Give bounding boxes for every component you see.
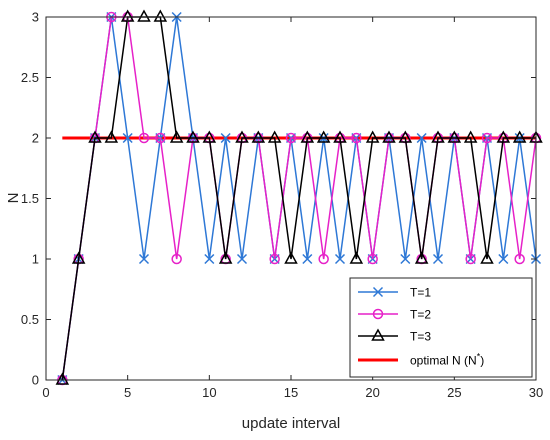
series-1-point	[204, 253, 215, 265]
x-tick-label: 20	[365, 385, 379, 400]
axes-layer: 0 5 10 15 20 25 30 0 0.5 1 1.5 2 2.5 3	[21, 10, 543, 401]
y-tick-label: 1.5	[21, 191, 39, 206]
series-3-point	[235, 130, 249, 143]
series-3-point	[431, 130, 445, 143]
legend-marker	[371, 328, 385, 341]
series-2-point	[138, 132, 150, 144]
series-2-point	[514, 253, 525, 265]
series-2-point	[351, 132, 362, 144]
series-2-point	[367, 253, 378, 265]
series-3-point	[463, 130, 478, 143]
series-2-point	[465, 253, 476, 265]
series-1-point	[122, 132, 133, 144]
y-axis-label: N	[5, 193, 22, 204]
legend-label: optimal N (N*)	[410, 352, 484, 368]
x-axis-label: update interval	[242, 415, 340, 432]
series-3-point	[169, 130, 184, 143]
series-3-point	[333, 130, 347, 143]
series-2-point	[285, 132, 297, 144]
series-3-point	[365, 130, 380, 143]
series-3-point	[349, 251, 364, 264]
legend-item-optimal: optimal N (N*)	[358, 352, 484, 368]
series-3-point	[153, 9, 168, 22]
legend-label: T=2	[410, 308, 431, 322]
series-2-point	[171, 253, 182, 265]
series-3-point	[300, 130, 315, 143]
legend-marker	[372, 286, 384, 298]
series-1-point	[302, 253, 313, 265]
series-3-point	[251, 130, 266, 143]
series-2-point	[155, 132, 166, 144]
x-tick-label: 15	[284, 385, 298, 400]
series-3-point	[398, 130, 413, 143]
x-tick-label: 0	[42, 385, 49, 400]
series-3-point	[218, 251, 233, 264]
series-3-point	[284, 251, 298, 264]
series-3-point	[267, 130, 282, 143]
legend-item-2: T=2	[358, 308, 431, 322]
x-tick-label: 25	[447, 385, 461, 400]
y-tick-label: 1	[32, 252, 39, 267]
series-1-point	[138, 253, 150, 265]
series-3-point	[382, 130, 396, 143]
series-3-point	[88, 130, 102, 143]
series-3-point	[447, 130, 462, 143]
series-3-point	[202, 130, 217, 143]
series-1-point	[236, 253, 248, 265]
y-tick-label: 2	[32, 131, 39, 146]
y-tick-label: 2.5	[21, 70, 39, 85]
y-tick-label: 3	[32, 10, 39, 25]
x-tick-label: 10	[202, 385, 216, 400]
series-1-point	[220, 132, 231, 144]
series-1-point	[400, 253, 411, 265]
series-3-point	[496, 130, 511, 143]
series-3-point	[104, 130, 119, 143]
series-3-point	[55, 372, 70, 385]
legend-item-3: T=3	[358, 328, 431, 344]
series-3-point	[186, 130, 200, 143]
series-2-point	[318, 253, 329, 265]
legend-item-1: T=1	[358, 286, 431, 300]
series-3-point	[137, 9, 151, 22]
legend: T=1 T=2 T=3 optimal N (N*)	[349, 277, 533, 378]
series-2-point	[481, 132, 493, 144]
y-tick-label: 0	[32, 373, 39, 388]
x-tick-label: 30	[529, 385, 543, 400]
x-tick-label: 5	[124, 385, 131, 400]
series-1-point	[334, 253, 346, 265]
series-1-point	[498, 253, 509, 265]
series-3-point	[316, 130, 331, 143]
series-1-point	[416, 132, 427, 144]
legend-label: T=3	[410, 330, 431, 344]
series-3-point	[71, 251, 86, 264]
series-2-point	[269, 253, 280, 265]
series-2-line	[61, 16, 537, 381]
y-tick-label: 0.5	[21, 312, 39, 327]
series-3-point	[414, 251, 429, 264]
series-3-point	[512, 130, 527, 143]
legend-marker	[372, 308, 384, 320]
legend-label: T=1	[410, 286, 431, 300]
series-1-point	[432, 253, 444, 265]
series-3-point	[480, 251, 494, 264]
